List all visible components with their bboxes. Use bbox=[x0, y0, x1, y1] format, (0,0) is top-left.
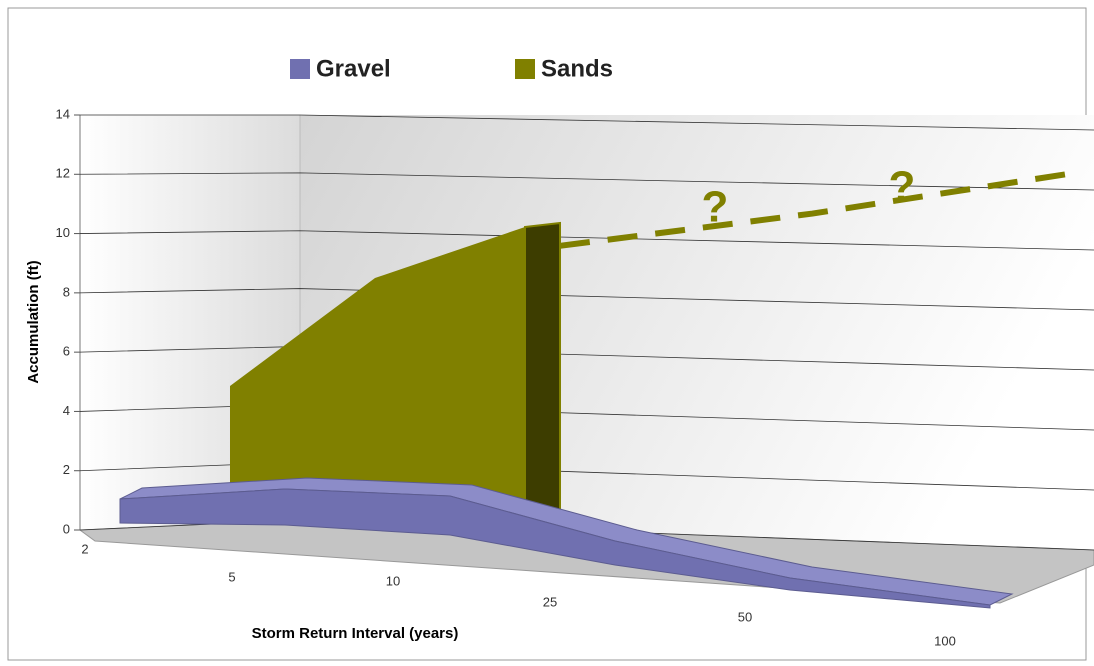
area bbox=[230, 227, 525, 518]
grid-line bbox=[79, 288, 1094, 311]
x-tick-label: 2 bbox=[81, 541, 88, 556]
grid-line bbox=[79, 172, 1094, 191]
y-tick-label: 6 bbox=[63, 344, 70, 359]
y-tick-label: 10 bbox=[56, 225, 70, 240]
x-tick-label: 50 bbox=[738, 609, 752, 624]
legend-swatch bbox=[515, 59, 535, 79]
area bbox=[119, 488, 991, 609]
annotation: ? bbox=[889, 163, 916, 212]
annotation: ? bbox=[702, 183, 729, 232]
projection-line bbox=[559, 171, 1066, 249]
legend-swatch bbox=[290, 59, 310, 79]
legend-label: Sands bbox=[541, 55, 613, 82]
y-tick-label: 0 bbox=[63, 521, 70, 536]
y-tick-label: 8 bbox=[63, 284, 70, 299]
x-axis-title: Storm Return Interval (years) bbox=[252, 625, 459, 642]
marks bbox=[119, 171, 1066, 609]
x-tick-label: 10 bbox=[386, 573, 400, 588]
y-axis-title: Accumulation (ft) bbox=[25, 260, 42, 383]
y-tick-label: 2 bbox=[63, 462, 70, 477]
x-tick-label: 25 bbox=[543, 594, 557, 609]
y-tick-label: 12 bbox=[56, 166, 70, 181]
grid-line bbox=[80, 114, 1094, 131]
area-side bbox=[524, 221, 561, 520]
legend-label: Gravel bbox=[316, 55, 391, 82]
y-tick-label: 14 bbox=[56, 106, 70, 121]
x-tick-label: 100 bbox=[934, 633, 956, 648]
x-tick-label: 5 bbox=[228, 569, 235, 584]
grid-line bbox=[79, 230, 1094, 251]
y-tick-label: 4 bbox=[63, 403, 70, 418]
